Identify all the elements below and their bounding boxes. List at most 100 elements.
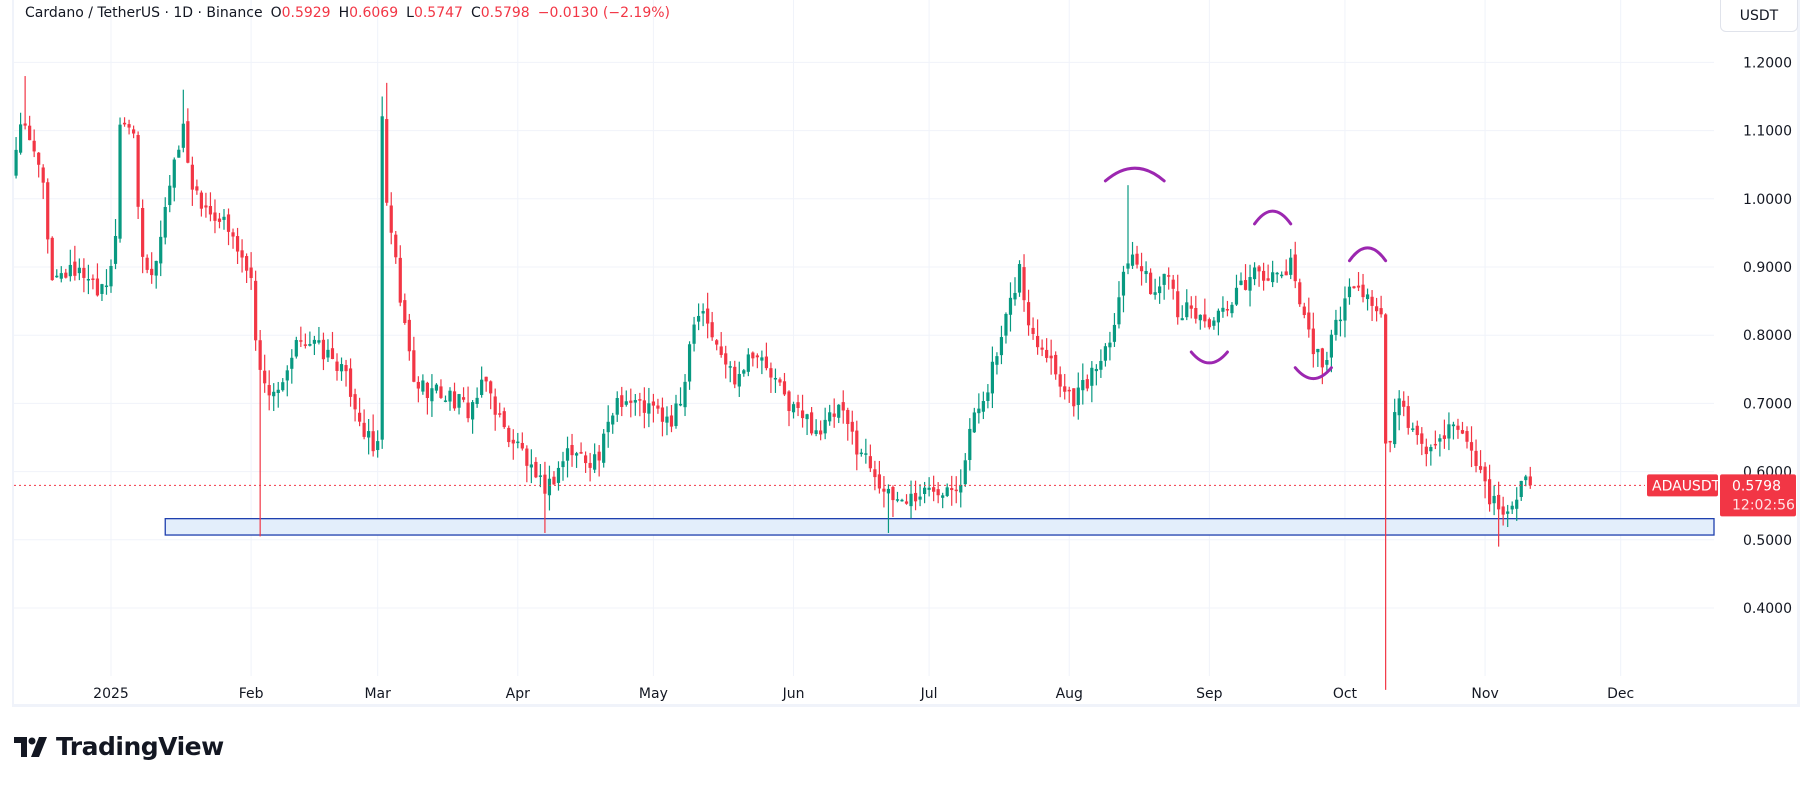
price-axis[interactable]: 1.20001.10001.00000.90000.80000.70000.60… [1743, 55, 1792, 617]
candle [1008, 282, 1013, 332]
candle [159, 220, 163, 277]
candle [855, 420, 859, 471]
candle-body [706, 308, 710, 324]
candle-body [407, 319, 411, 352]
symbol-title[interactable]: Cardano / TetherUS · 1D · Binance [25, 5, 263, 21]
candle-body [1515, 499, 1519, 509]
candle-body [1171, 279, 1175, 289]
candle [1275, 271, 1279, 283]
candle-body [77, 267, 81, 274]
candle-body [226, 214, 231, 232]
candle [1515, 487, 1519, 521]
candle [773, 368, 778, 393]
candle-body [1442, 435, 1446, 439]
candle-body [398, 257, 402, 303]
ohlc-high: H0.6069 [338, 5, 399, 21]
candle [493, 388, 497, 431]
pattern-arc-bottom[interactable] [1293, 366, 1333, 381]
candle [733, 360, 737, 389]
candle [348, 358, 353, 407]
pattern-annotations[interactable] [1103, 166, 1388, 381]
candle-body [1099, 360, 1103, 370]
candle-body [547, 478, 552, 496]
candle [977, 393, 981, 424]
pattern-arc-top[interactable] [1103, 166, 1166, 183]
candle [55, 269, 59, 278]
candle [800, 394, 805, 428]
candle [82, 258, 86, 293]
x-tick-label: Apr [506, 686, 530, 702]
candle [330, 331, 335, 360]
candle [886, 484, 891, 533]
candle-body [498, 413, 502, 415]
candle-body [1311, 328, 1315, 355]
candle [122, 117, 127, 127]
candle-body [1519, 480, 1523, 497]
candle [1393, 398, 1397, 448]
candle [1352, 285, 1356, 289]
candle-body [864, 453, 868, 455]
candle [755, 353, 759, 369]
candle [1212, 317, 1216, 330]
candle [895, 491, 900, 503]
candle [1180, 305, 1184, 321]
candle-body [330, 348, 335, 360]
candle [1361, 273, 1365, 303]
support-zone-rect[interactable] [164, 518, 1715, 536]
candle [1149, 268, 1153, 295]
candle [168, 174, 172, 213]
candle [425, 381, 429, 415]
candle [430, 374, 434, 417]
candle [859, 448, 863, 457]
currency-button[interactable]: USDT [1720, 0, 1798, 32]
candle-body [642, 400, 646, 413]
candle [199, 190, 203, 217]
candle [547, 465, 552, 511]
support-zone[interactable] [164, 518, 1715, 536]
candle [1189, 296, 1193, 319]
candle-body [611, 415, 615, 425]
candle [715, 339, 719, 351]
candle-body [900, 499, 904, 502]
candle-body [936, 489, 940, 496]
candle-body [1108, 342, 1112, 348]
candle-body [593, 454, 597, 470]
candle-body [565, 448, 570, 461]
candle [1099, 349, 1103, 378]
candle [1280, 271, 1284, 279]
candle-body [308, 344, 312, 346]
candle-body [86, 279, 90, 281]
candle [1203, 298, 1207, 328]
candle [1063, 373, 1067, 400]
candle [1497, 481, 1501, 547]
candle [810, 406, 814, 436]
candle-body [1130, 254, 1135, 266]
candle [77, 258, 81, 281]
pattern-arc-top[interactable] [1347, 246, 1388, 263]
time-axis[interactable]: 2025 Feb Mar Apr May Jun Jul Aug Sep Oct Nov Dec [93, 686, 1634, 702]
candle-body [64, 272, 68, 278]
candle-body [1266, 278, 1270, 281]
candle [1402, 391, 1406, 417]
candle [421, 374, 425, 395]
candle-body [258, 340, 262, 370]
candle [642, 387, 646, 429]
candle [371, 414, 375, 457]
candle [719, 332, 723, 358]
candle [1424, 438, 1428, 467]
candle [1370, 290, 1374, 322]
candle-body [1506, 511, 1510, 514]
candle-body [1216, 310, 1220, 323]
candle [1103, 343, 1107, 367]
candle-body [37, 152, 41, 165]
candle [1022, 254, 1026, 312]
candle-body [448, 390, 452, 402]
pattern-arc-top[interactable] [1253, 209, 1293, 226]
candle [150, 252, 154, 284]
candle [904, 494, 909, 505]
candle-body [263, 370, 267, 384]
ohlc-close: C0.5798 [470, 5, 530, 21]
pattern-arc-bottom[interactable] [1189, 350, 1229, 365]
tradingview-logo[interactable]: TradingView [14, 732, 224, 761]
